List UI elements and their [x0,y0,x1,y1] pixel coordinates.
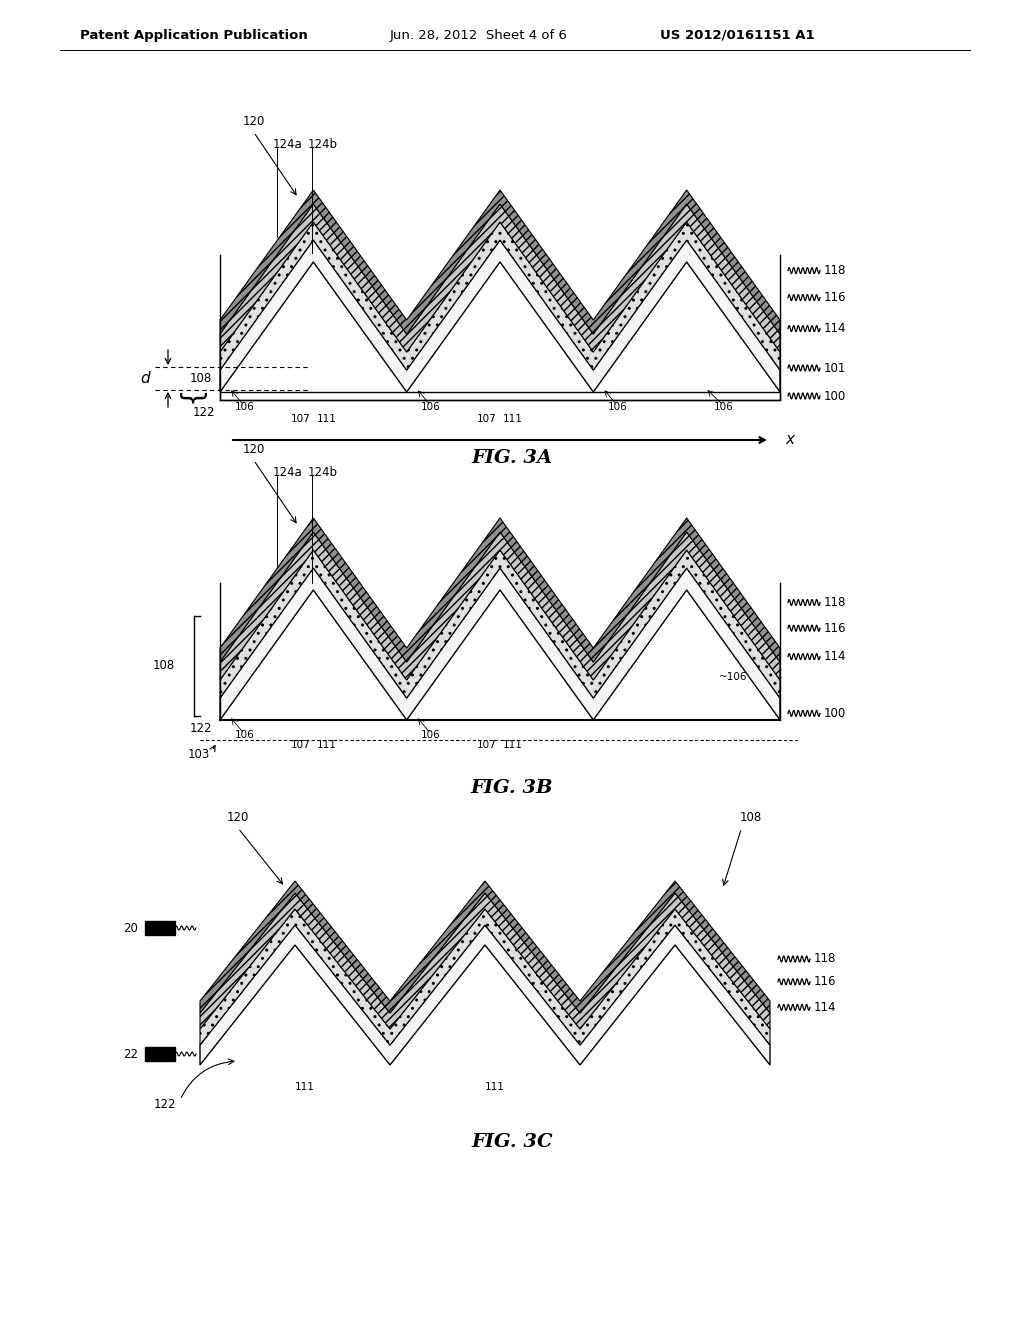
Text: 122: 122 [189,722,212,734]
Text: 100: 100 [824,389,846,403]
Text: 124a: 124a [272,139,302,152]
Text: 22: 22 [123,1048,138,1060]
Polygon shape [220,205,780,352]
Text: Jun. 28, 2012  Sheet 4 of 6: Jun. 28, 2012 Sheet 4 of 6 [390,29,568,41]
Text: 106: 106 [234,730,254,741]
Text: 106: 106 [421,403,440,412]
Text: FIG. 3B: FIG. 3B [471,779,553,797]
Text: 122: 122 [154,1098,176,1111]
Text: 106: 106 [234,403,254,412]
Polygon shape [200,909,770,1045]
Text: 114: 114 [814,1001,837,1014]
Text: 111: 111 [503,414,523,424]
Bar [145,921,175,935]
Text: 124a: 124a [272,466,302,479]
Polygon shape [220,550,780,698]
Text: 107: 107 [477,414,497,424]
Text: 106: 106 [607,403,628,412]
Text: 107: 107 [291,741,310,750]
Text: 111: 111 [316,741,336,750]
Text: FIG. 3C: FIG. 3C [471,1133,553,1151]
Polygon shape [220,222,780,370]
Polygon shape [220,240,780,392]
Text: 106: 106 [421,730,440,741]
Text: 116: 116 [824,292,847,304]
Text: US 2012/0161151 A1: US 2012/0161151 A1 [660,29,815,41]
Text: Patent Application Publication: Patent Application Publication [80,29,308,41]
Text: 118: 118 [814,953,837,965]
Text: 111: 111 [503,741,523,750]
Text: 111: 111 [484,1082,505,1092]
Polygon shape [200,925,770,1065]
Text: 107: 107 [291,414,310,424]
Text: 103: 103 [187,747,210,760]
Text: 120: 120 [226,810,249,824]
Text: 122: 122 [193,405,215,418]
Text: 111: 111 [295,1082,314,1092]
Polygon shape [220,568,780,719]
Text: {: { [178,385,206,404]
Text: d: d [140,371,150,385]
Text: FIG. 3A: FIG. 3A [471,449,553,467]
Text: 116: 116 [814,975,837,989]
Text: 100: 100 [824,708,846,719]
Text: 114: 114 [824,322,847,335]
Text: 106: 106 [714,403,734,412]
Text: 124b: 124b [307,139,337,152]
Polygon shape [220,190,780,334]
Polygon shape [200,894,770,1030]
Text: ~106: ~106 [719,672,748,682]
Text: 124b: 124b [307,466,337,479]
Bar [145,1047,175,1061]
Text: 114: 114 [824,651,847,663]
Text: 20: 20 [123,921,138,935]
Polygon shape [200,880,770,1012]
Text: 108: 108 [740,810,762,824]
Text: 120: 120 [243,444,265,455]
Text: 116: 116 [824,622,847,635]
Bar [220,392,780,400]
Text: 120: 120 [243,115,265,128]
Polygon shape [220,532,780,680]
Text: 101: 101 [824,362,847,375]
Text: 111: 111 [316,414,336,424]
Text: 107: 107 [477,741,497,750]
Text: 108: 108 [153,659,175,672]
Text: x: x [785,433,794,447]
Text: 118: 118 [824,597,847,609]
Text: 118: 118 [824,264,847,277]
Polygon shape [220,517,780,663]
Text: 108: 108 [190,372,212,385]
